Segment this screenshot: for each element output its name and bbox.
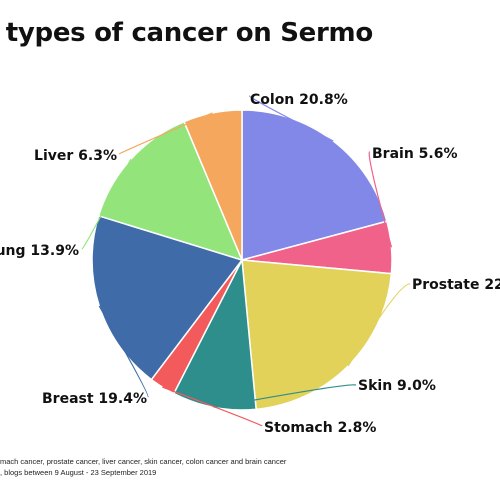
leader-line-colon [249,95,334,142]
slice-label-prostate: Prostate 22 [412,277,500,293]
slice-label-skin: Skin 9.0% [358,378,436,394]
leader-line-liver [118,112,213,155]
chart-source-note: mach cancer, prostate cancer, liver canc… [0,456,286,478]
source-line-2: , blogs between 9 August - 23 September … [0,468,157,477]
slice-label-stomach: Stomach 2.8% [264,420,376,436]
leader-lines [81,95,411,427]
slice-label-breast: Breast 19.4% [42,391,147,407]
slice-label-liver: Liver 6.3% [34,148,117,164]
leader-line-lung [81,158,132,250]
source-line-1: mach cancer, prostate cancer, liver canc… [0,457,287,466]
leader-line-brain [368,151,393,248]
leader-line-prostate [347,283,411,367]
slice-labels: Colon 20.8% Brain 5.6% Prostate 22 Skin 9.0… [0,92,500,436]
chart-title: f types of cancer on Sermo [0,18,373,48]
leader-line-stomach [162,386,263,427]
slice-label-colon: Colon 20.8% [250,92,348,108]
pie-slice-liver [183,109,243,261]
slice-label-lung: ung 13.9% [0,243,79,259]
pie-slices [91,109,393,411]
slice-label-brain: Brain 5.6% [372,146,458,162]
leader-line-skin [213,384,357,408]
pie-slice-colon [241,109,388,261]
leader-line-breast [98,305,149,398]
